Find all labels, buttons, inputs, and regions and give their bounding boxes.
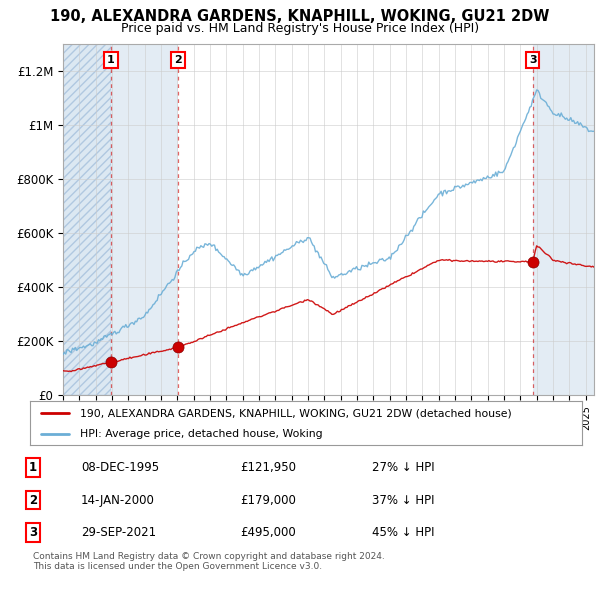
Text: 3: 3 — [529, 55, 536, 65]
Text: 29-SEP-2021: 29-SEP-2021 — [81, 526, 156, 539]
Bar — [111, 44, 178, 395]
Text: £121,950: £121,950 — [240, 461, 296, 474]
Text: 2: 2 — [174, 55, 182, 65]
Text: 3: 3 — [29, 526, 37, 539]
Text: 27% ↓ HPI: 27% ↓ HPI — [372, 461, 434, 474]
Text: 2: 2 — [29, 493, 37, 507]
Text: 37% ↓ HPI: 37% ↓ HPI — [372, 493, 434, 507]
Text: Price paid vs. HM Land Registry's House Price Index (HPI): Price paid vs. HM Land Registry's House … — [121, 22, 479, 35]
Text: £179,000: £179,000 — [240, 493, 296, 507]
Text: 14-JAN-2000: 14-JAN-2000 — [81, 493, 155, 507]
Text: HPI: Average price, detached house, Woking: HPI: Average price, detached house, Woki… — [80, 428, 322, 438]
Text: 45% ↓ HPI: 45% ↓ HPI — [372, 526, 434, 539]
Bar — [178, 44, 533, 395]
Bar — [63, 44, 111, 395]
Text: Contains HM Land Registry data © Crown copyright and database right 2024.
This d: Contains HM Land Registry data © Crown c… — [33, 552, 385, 571]
Text: 1: 1 — [29, 461, 37, 474]
Text: 08-DEC-1995: 08-DEC-1995 — [81, 461, 159, 474]
Text: 190, ALEXANDRA GARDENS, KNAPHILL, WOKING, GU21 2DW: 190, ALEXANDRA GARDENS, KNAPHILL, WOKING… — [50, 9, 550, 24]
Text: 190, ALEXANDRA GARDENS, KNAPHILL, WOKING, GU21 2DW (detached house): 190, ALEXANDRA GARDENS, KNAPHILL, WOKING… — [80, 408, 511, 418]
Text: £495,000: £495,000 — [240, 526, 296, 539]
Text: 1: 1 — [107, 55, 115, 65]
Bar — [533, 44, 594, 395]
